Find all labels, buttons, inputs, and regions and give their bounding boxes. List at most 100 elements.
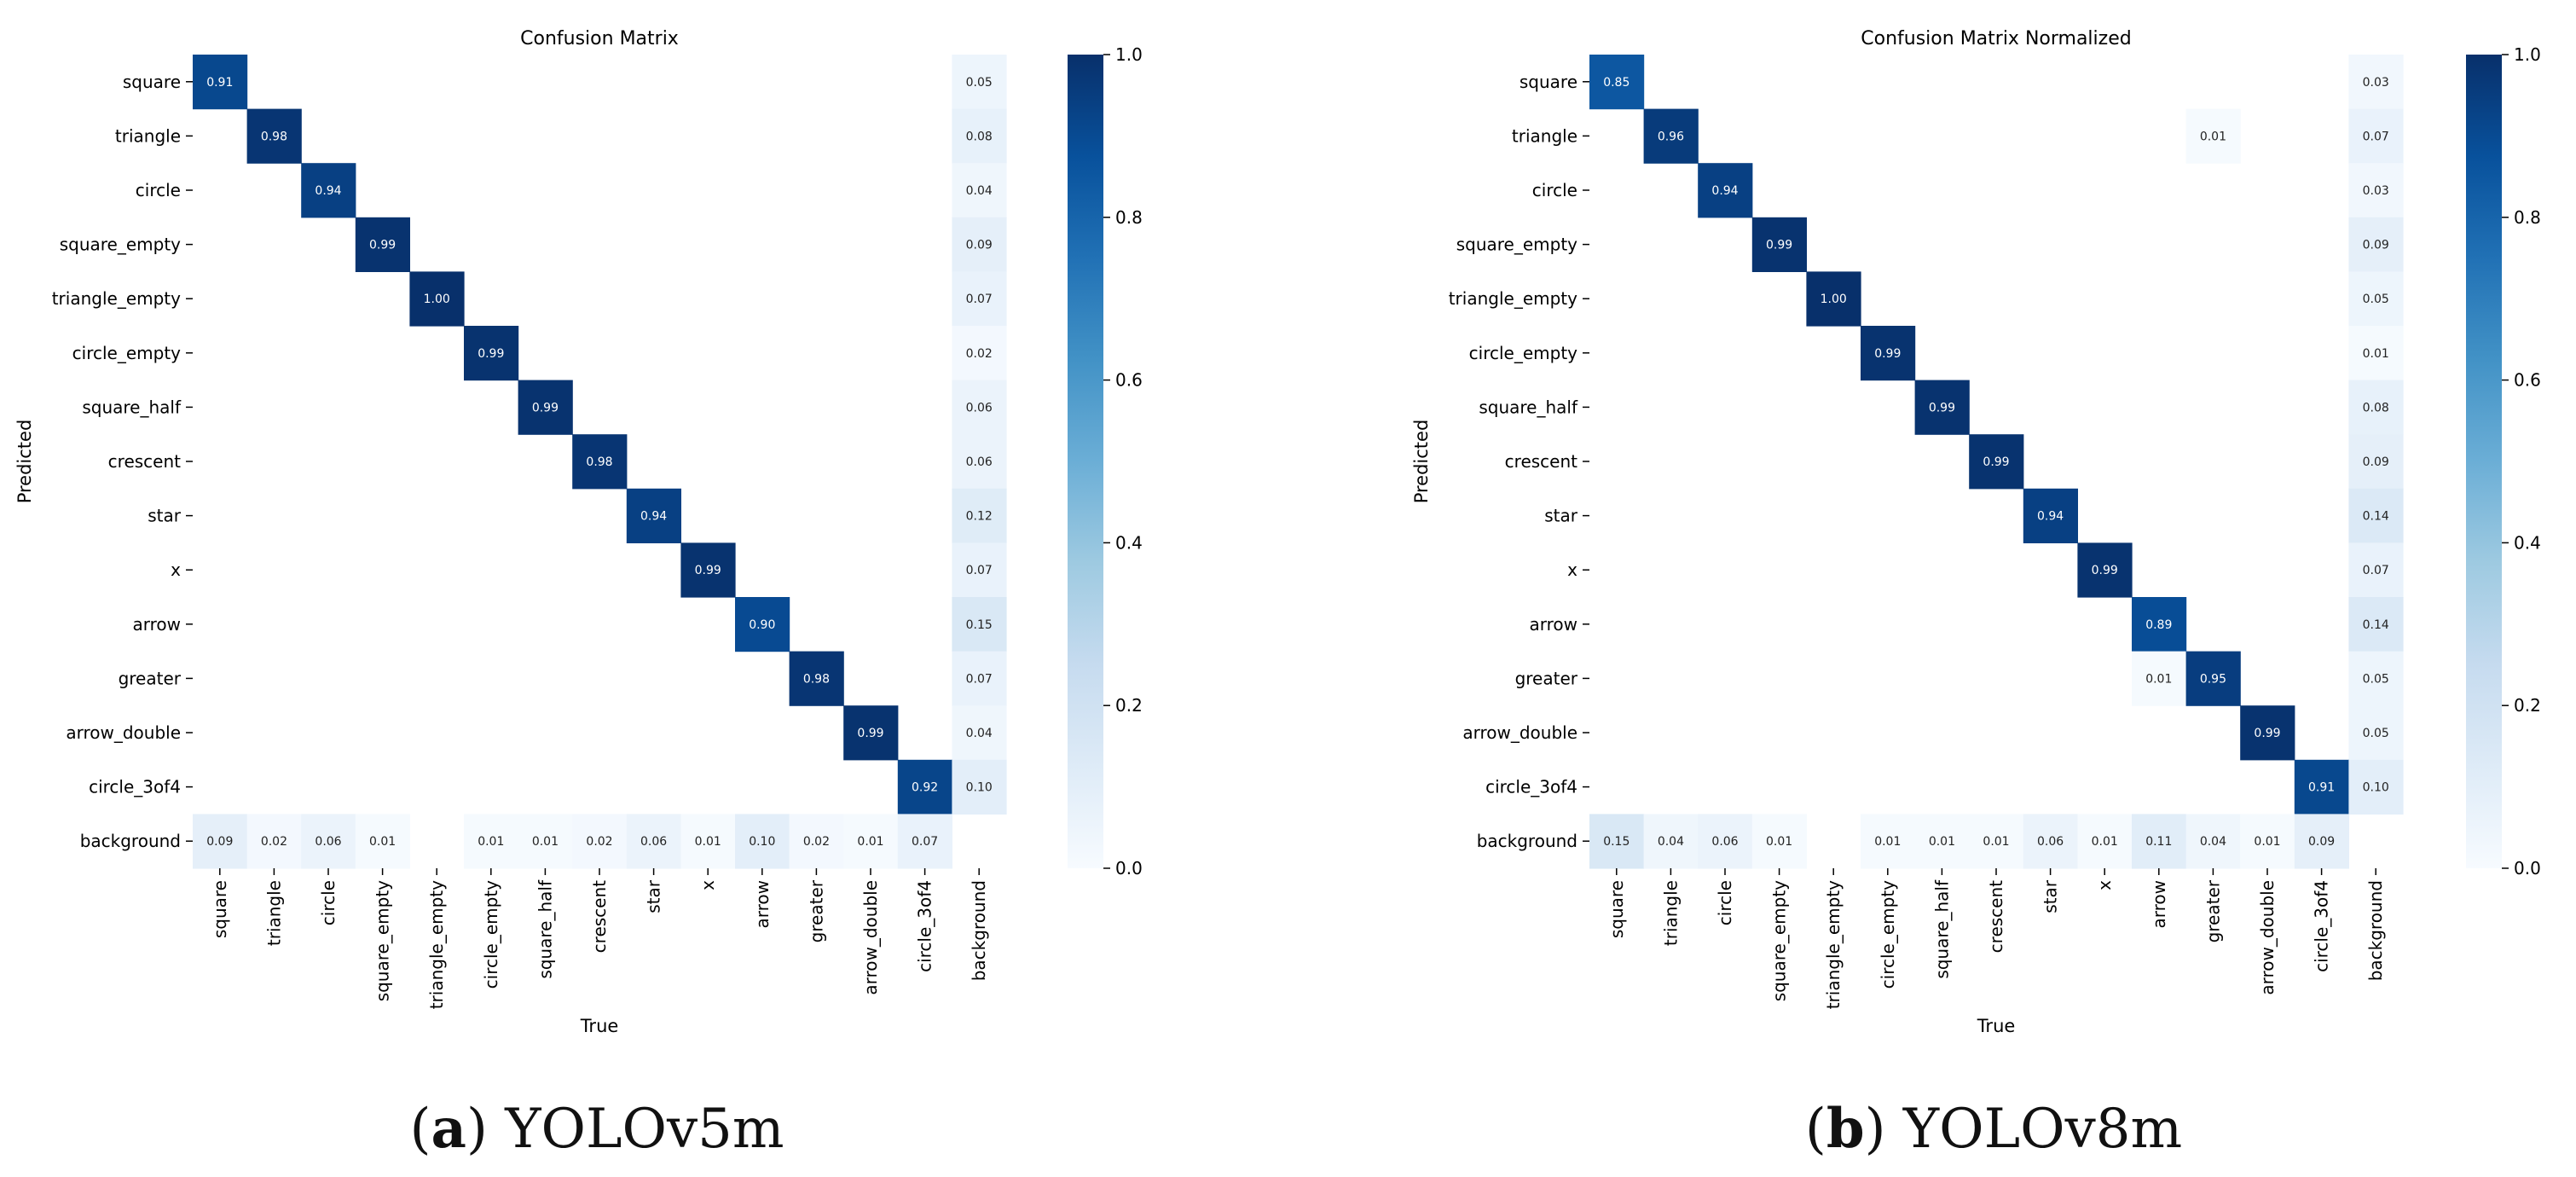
heatmap-cell — [1969, 814, 2024, 869]
heatmap-cell — [1969, 434, 2024, 490]
heatmap-cell — [680, 814, 736, 869]
heatmap-cell — [355, 814, 410, 869]
cell-value-label: 0.15 — [966, 618, 993, 632]
caption-model-name: YOLOv5m — [504, 1098, 784, 1161]
cell-value-label: 0.02 — [586, 835, 612, 849]
heatmap-cell — [952, 651, 1007, 706]
cell-value-label: 0.01 — [369, 835, 396, 849]
chart-title: Confusion Matrix — [520, 28, 679, 49]
cell-value-label: 0.94 — [315, 184, 341, 198]
x-tick-label: arrow — [2149, 880, 2169, 929]
y-tick-label: circle_3of4 — [89, 777, 181, 797]
heatmap-cell — [246, 108, 302, 164]
y-tick-label: greater — [119, 668, 182, 688]
confusion-matrix-panel-b: Confusion Matrix Normalized 0.85 0.03 0.96 0… — [1411, 28, 2541, 1161]
heatmap-cell — [952, 597, 1007, 652]
y-tick-label: triangle_empty — [52, 288, 181, 309]
cell-value-label: 0.99 — [695, 564, 721, 577]
heatmap-cell — [2348, 163, 2404, 218]
x-tick-label: circle_3of4 — [915, 880, 935, 972]
cell-value-label: 0.05 — [2363, 293, 2389, 306]
y-tick-label: triangle — [115, 125, 181, 146]
heatmap-cell — [2185, 108, 2241, 164]
cell-value-label: 0.07 — [2363, 564, 2389, 577]
x-tick-label: square — [210, 880, 230, 938]
x-tick-label: circle_empty — [1878, 880, 1898, 989]
cell-value-label: 0.99 — [2092, 564, 2118, 577]
cell-value-label: 0.01 — [478, 835, 504, 849]
cell-value-label: 0.99 — [1766, 239, 1792, 252]
heatmap-cell — [789, 814, 844, 869]
heatmap-cell — [1806, 271, 1861, 327]
x-tick-label: greater — [806, 879, 826, 942]
heatmap-cell — [2294, 814, 2349, 869]
heatmap-cell — [626, 814, 681, 869]
colorbar-tick-label: 0.0 — [1115, 858, 1143, 878]
colorbar-tick-label: 0.2 — [1115, 695, 1143, 716]
heatmap-cell — [952, 705, 1007, 761]
heatmap-cell — [2185, 651, 2241, 706]
y-tick-label: arrow_double — [66, 722, 181, 743]
cell-value-label: 0.06 — [966, 455, 993, 469]
heatmap-cell — [2023, 814, 2078, 869]
cell-value-label: 0.07 — [966, 672, 993, 686]
cell-value-label: 0.09 — [206, 835, 233, 849]
heatmap-cell — [409, 271, 465, 327]
cell-value-label: 0.01 — [1983, 835, 2009, 849]
cell-value-label: 0.10 — [2363, 781, 2389, 795]
heatmap-cell — [1861, 326, 1916, 381]
cell-value-label: 0.01 — [1929, 835, 1955, 849]
y-tick-label: circle — [1532, 180, 1577, 200]
heatmap-cell — [2132, 597, 2187, 652]
heatmap-cell — [952, 488, 1007, 543]
x-tick-label: triangle — [263, 880, 284, 946]
cell-value-label: 0.14 — [2363, 618, 2389, 632]
cell-value-label: 0.99 — [369, 239, 396, 252]
cell-value-label: 0.99 — [2254, 727, 2280, 740]
heatmap-cell — [1751, 217, 1807, 272]
x-tick-label: star — [644, 879, 664, 913]
heatmap-cell — [518, 380, 573, 435]
colorbar-tick-label: 1.0 — [1115, 44, 1143, 65]
y-tick-label: square_empty — [1456, 235, 1577, 255]
heatmap-cell — [2348, 705, 2404, 761]
cell-value-label: 0.91 — [206, 76, 233, 90]
heatmap-cell — [2240, 814, 2295, 869]
cell-value-label: 0.06 — [966, 401, 993, 415]
x-tick-label: arrow_double — [2257, 880, 2278, 995]
cell-value-label: 0.06 — [1711, 835, 1738, 849]
cell-value-label: 0.07 — [912, 835, 938, 849]
y-axis-label: Predicted — [14, 420, 35, 504]
heatmap-cell — [843, 705, 899, 761]
heatmap-cell — [2348, 326, 2404, 381]
cell-value-label: 0.09 — [2363, 239, 2389, 252]
y-tick-label: square — [1520, 72, 1577, 92]
cell-value-label: 0.94 — [640, 510, 667, 524]
cell-value-label: 0.08 — [966, 130, 993, 143]
colorbar — [2466, 55, 2502, 868]
heatmap-cell — [1643, 814, 1699, 869]
heatmap-cell — [952, 326, 1007, 381]
colorbar-tick-label: 0.2 — [2514, 695, 2541, 716]
heatmap-cell — [464, 326, 519, 381]
cell-value-label: 0.09 — [2308, 835, 2335, 849]
cell-value-label: 0.91 — [2308, 781, 2335, 795]
heatmap-cell — [735, 597, 790, 652]
cell-value-label: 0.05 — [966, 76, 993, 90]
heatmap-cell — [2077, 542, 2133, 598]
x-tick-label: background — [969, 880, 989, 981]
heatmap-cell — [2348, 434, 2404, 490]
y-tick-label: star — [1544, 506, 1578, 526]
cell-value-label: 0.99 — [478, 347, 504, 361]
heatmap-cell — [626, 488, 681, 543]
x-tick-label: arrow_double — [860, 880, 881, 995]
heatmap-cell — [1914, 814, 1970, 869]
heatmap-cell — [952, 55, 1007, 110]
x-tick-label: triangle — [1660, 880, 1681, 946]
heatmap-cell — [301, 163, 356, 218]
cell-value-label: 0.99 — [1874, 347, 1901, 361]
heatmap-cell — [2348, 488, 2404, 543]
colorbar — [1068, 55, 1103, 868]
heatmap-cell — [518, 814, 573, 869]
heatmap-cell — [2348, 108, 2404, 164]
